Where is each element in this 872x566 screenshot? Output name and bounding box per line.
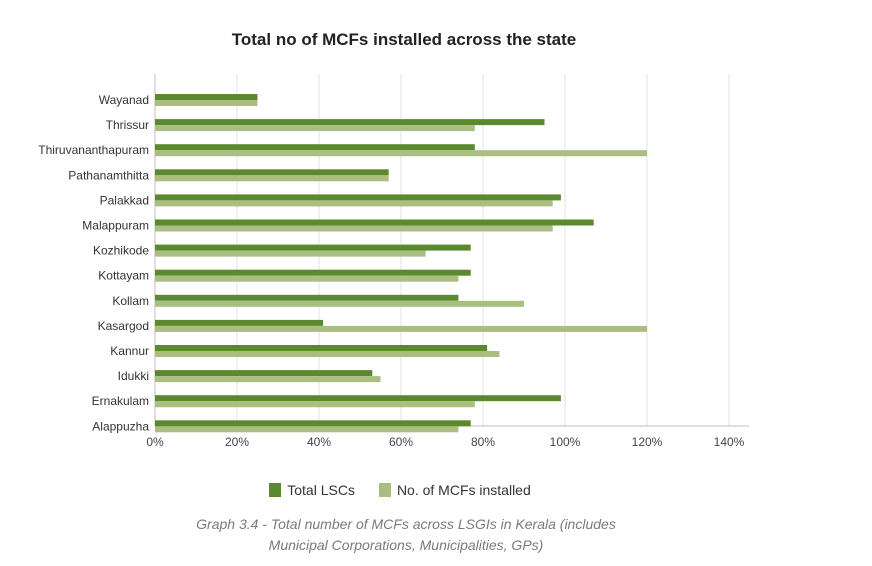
- legend-swatch-total-lscs: [269, 483, 282, 497]
- bar-total-lscs: [155, 294, 459, 301]
- legend-label-mcfs-installed: No. of MCFs installed: [396, 482, 531, 498]
- x-tick-label: 80%: [471, 435, 495, 449]
- bar-total-lscs: [155, 169, 389, 176]
- bar-total-lscs: [155, 244, 471, 251]
- bar-total-lscs: [155, 370, 373, 377]
- bar-total-lscs: [155, 345, 488, 351]
- category-label: Malappuram: [82, 219, 149, 233]
- category-label: Kannur: [110, 344, 149, 358]
- bar-total-lscs: [155, 94, 258, 100]
- category-label: Thrissur: [106, 118, 149, 132]
- category-label: Palakkad: [100, 193, 149, 207]
- bar-mcfs-installed: [155, 401, 475, 408]
- bar-mcfs-installed: [155, 250, 426, 257]
- caption-line-2: Municipal Corporations, Municipalities, …: [268, 537, 544, 553]
- bar-mcfs-installed: [155, 300, 524, 307]
- bar-total-lscs: [155, 395, 561, 402]
- bar-mcfs-installed: [155, 426, 459, 433]
- bar-total-lscs: [155, 194, 561, 201]
- bar-total-lscs: [155, 420, 471, 427]
- bar-chart: 0% 20% 40% 60% 80% 100% 120% 140% Wayanad Thrissu…: [38, 74, 749, 449]
- bar-mcfs-installed: [155, 125, 475, 132]
- category-label: Kollam: [112, 294, 149, 308]
- category-label: Kottayam: [98, 269, 149, 283]
- legend-swatch-mcfs-installed: [378, 483, 391, 497]
- bar-total-lscs: [155, 319, 324, 326]
- category-label: Thiruvananthapuram: [38, 143, 149, 157]
- legend-label-total-lscs: Total LSCs: [287, 482, 355, 498]
- bar-total-lscs: [155, 219, 594, 226]
- category-label: Wayanad: [99, 93, 149, 107]
- x-tick-label: 100%: [550, 435, 581, 449]
- x-tick-label: 120%: [632, 435, 663, 449]
- legend-item-mcfs-installed: No. of MCFs installed: [378, 482, 531, 498]
- bar-mcfs-installed: [155, 100, 258, 106]
- bar-mcfs-installed: [155, 225, 553, 232]
- category-label: Kozhikode: [93, 244, 149, 258]
- x-tick-label: 0%: [146, 435, 164, 449]
- bar-total-lscs: [155, 269, 471, 276]
- caption-line-1: Graph 3.4 - Total number of MCFs across …: [196, 516, 616, 532]
- category-label: Kasargod: [98, 319, 149, 333]
- legend-item-total-lscs: Total LSCs: [269, 482, 355, 498]
- x-tick-label: 20%: [225, 435, 249, 449]
- bar-mcfs-installed: [155, 351, 500, 357]
- x-tick-label: 60%: [389, 435, 413, 449]
- category-label: Alappuzha: [92, 419, 149, 433]
- legend: Total LSCs No. of MCFs installed: [0, 482, 800, 498]
- bar-total-lscs: [155, 144, 475, 151]
- x-tick-label: 40%: [307, 435, 331, 449]
- bar-mcfs-installed: [155, 200, 553, 207]
- category-label: Ernakulam: [92, 394, 149, 408]
- category-label: Idukki: [118, 369, 149, 383]
- bar-mcfs-installed: [155, 325, 647, 332]
- bar-mcfs-installed: [155, 275, 459, 282]
- x-tick-label: 140%: [714, 435, 745, 449]
- bar-mcfs-installed: [155, 150, 647, 157]
- chart-title: Total no of MCFs installed across the st…: [231, 30, 577, 49]
- bar-mcfs-installed: [155, 376, 381, 383]
- bar-total-lscs: [155, 119, 545, 126]
- figure-caption: Graph 3.4 - Total number of MCFs across …: [0, 514, 812, 556]
- category-label: Pathanamthitta: [68, 168, 149, 182]
- bar-mcfs-installed: [155, 175, 389, 182]
